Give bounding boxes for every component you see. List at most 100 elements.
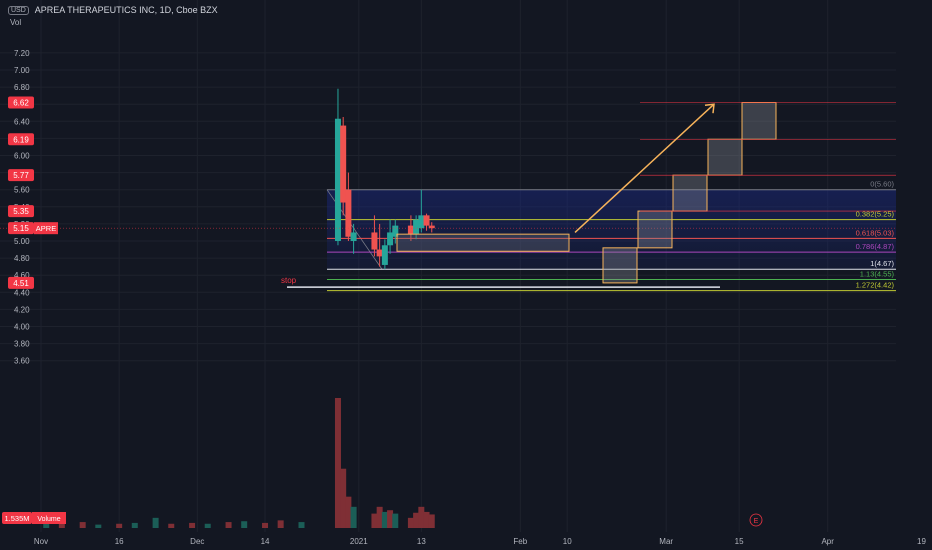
- target-step-box: [707, 138, 743, 176]
- price-badge: [8, 169, 34, 182]
- price-tick-label: 4.80: [14, 254, 30, 263]
- price-badge-value: 4.51: [13, 279, 29, 288]
- volume-bar: [131, 522, 138, 528]
- candle-body: [387, 232, 394, 246]
- stop-label: stop: [281, 276, 297, 285]
- volume-bar: [241, 521, 248, 528]
- candle-body: [428, 225, 435, 229]
- ticker-badge-label: APRE: [36, 224, 56, 233]
- volume-name-badge: [32, 512, 66, 524]
- volume-bar: [262, 522, 269, 528]
- price-tick-label: 5.60: [14, 186, 30, 195]
- volume-bar: [277, 520, 284, 528]
- candle-body: [407, 225, 414, 235]
- candle-body: [418, 215, 425, 229]
- price-badge-value: 5.15: [13, 224, 29, 233]
- price-tick-label: 3.60: [14, 357, 30, 366]
- fib-level-label: 1(4.67): [870, 259, 894, 268]
- volume-bar: [334, 398, 341, 528]
- drawings: stop: [0, 101, 896, 288]
- candle-body: [334, 118, 341, 241]
- candle-body: [423, 215, 430, 226]
- volume-bar: [387, 510, 394, 528]
- volume-bar: [350, 506, 357, 528]
- candle-body: [371, 232, 378, 250]
- price-badge-value: 6.62: [13, 98, 29, 107]
- price-axis[interactable]: 7.207.006.806.606.406.206.005.805.605.40…: [14, 0, 932, 550]
- time-tick-label: Nov: [34, 537, 48, 546]
- time-tick-label: 10: [563, 537, 572, 546]
- candle-body: [345, 189, 352, 237]
- price-badge-value: 5.35: [13, 207, 29, 216]
- price-badge: [8, 133, 34, 146]
- volume-bar: [392, 513, 399, 528]
- earnings-icon-label: E: [754, 518, 759, 525]
- price-badge-value: 5.77: [13, 171, 29, 180]
- target-step-box: [602, 247, 638, 284]
- volume-badge-value: 1.535M: [4, 514, 29, 523]
- candle-body: [392, 225, 399, 237]
- volume-bar: [381, 511, 388, 528]
- price-badge: [8, 205, 34, 218]
- earnings-icon: [749, 513, 763, 527]
- volume-indicator-label[interactable]: Vol: [10, 18, 22, 27]
- fib-zone-fill: [327, 189, 896, 270]
- price-badge: [8, 222, 34, 235]
- price-tick-label: 7.00: [14, 66, 30, 75]
- time-tick-label: 15: [735, 537, 744, 546]
- time-tick-label: Apr: [821, 537, 834, 546]
- price-tick-label: 7.20: [14, 49, 30, 58]
- volume-bar: [376, 506, 383, 528]
- price-tick-label: 6.00: [14, 152, 30, 161]
- volume-bar: [345, 496, 352, 528]
- symbol-title[interactable]: APREA THERAPEUTICS INC, 1D, Cboe BZX: [34, 5, 218, 15]
- price-tick-label: 6.40: [14, 117, 30, 126]
- price-badge: [8, 276, 34, 289]
- candle-body: [340, 125, 347, 203]
- volume-bar: [428, 514, 435, 528]
- price-tick-label: 4.20: [14, 305, 30, 314]
- target-step-box: [741, 101, 777, 140]
- volume-bar: [116, 523, 123, 528]
- price-tick-label: 6.80: [14, 83, 30, 92]
- time-tick-label: Feb: [513, 537, 527, 546]
- time-tick-label: 13: [417, 537, 426, 546]
- volume-bar: [407, 517, 414, 528]
- price-axis-bg: [896, 0, 932, 550]
- candle-body: [376, 249, 383, 257]
- volume-bars: [43, 398, 435, 528]
- volume-bar: [423, 511, 430, 528]
- volume-badge: [2, 512, 32, 524]
- volume-bar: [95, 524, 102, 528]
- currency-badge[interactable]: USD: [8, 5, 29, 15]
- fib-level-label: 0(5.60): [870, 180, 894, 189]
- volume-bar: [168, 523, 175, 528]
- target-step-box: [637, 210, 673, 249]
- volume-bar: [152, 517, 159, 528]
- candle-body: [413, 219, 420, 235]
- volume-bar: [413, 512, 420, 528]
- time-tick-label: 14: [261, 537, 270, 546]
- volume-bar: [418, 506, 425, 528]
- price-tick-label: 4.00: [14, 323, 30, 332]
- time-tick-label: 2021: [350, 537, 368, 546]
- price-tick-label: 5.00: [14, 237, 30, 246]
- price-badge: [8, 96, 34, 109]
- target-step-box: [672, 174, 708, 212]
- price-badges: 6.62 6.19 5.77 5.35 5.15 APRE 4.51 1.535M Volume: [2, 96, 66, 524]
- time-tick-label: 16: [115, 537, 124, 546]
- candle-body: [350, 232, 357, 241]
- candle-body: [381, 245, 388, 265]
- target-arrow-line: [574, 103, 715, 234]
- time-tick-label: 19: [917, 537, 926, 546]
- chart-header: USD APREA THERAPEUTICS INC, 1D, Cboe BZX: [8, 5, 218, 15]
- time-axis[interactable]: Nov16Dec14202113Feb10Mar15Apr19MayE: [34, 513, 932, 546]
- volume-name-label: Volume: [37, 516, 60, 523]
- volume-bar: [189, 522, 196, 528]
- fib-level-label: 1.272(4.42): [856, 281, 895, 290]
- volume-bar: [340, 468, 347, 528]
- price-badge-value: 6.19: [13, 135, 29, 144]
- volume-bar: [371, 513, 378, 528]
- ticker-badge: [34, 222, 58, 235]
